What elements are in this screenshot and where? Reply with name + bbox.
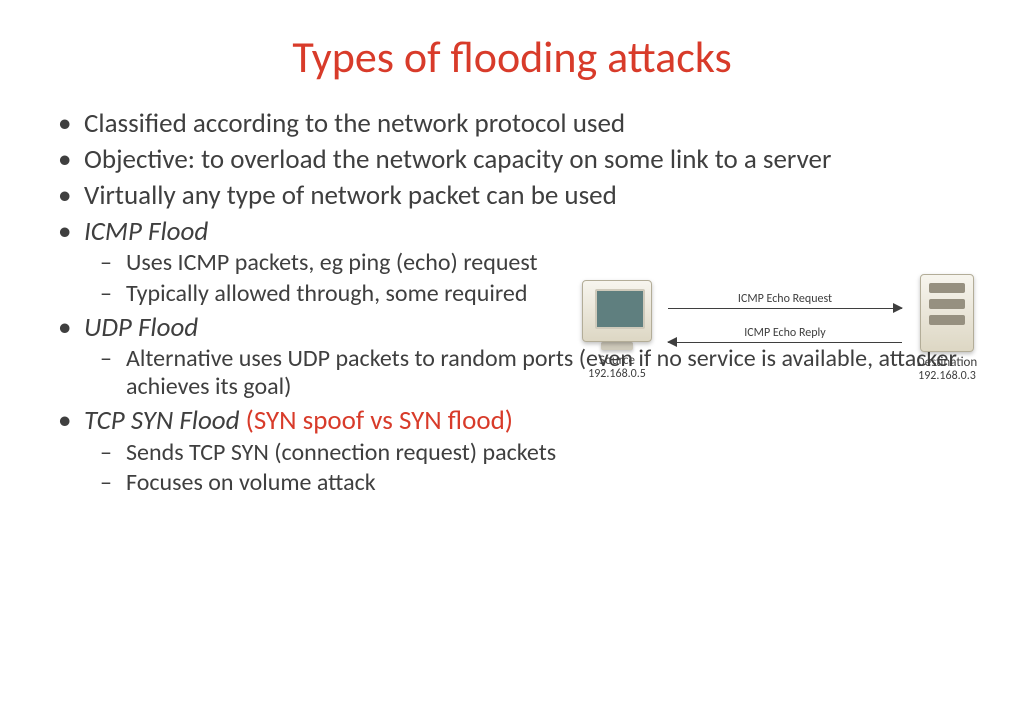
bullet-text: Objective: to overload the network capac… (84, 143, 831, 176)
bullet-text-main: TCP SYN Flood (84, 404, 240, 437)
sub-item: Focuses on volume attack (84, 469, 974, 497)
bullet-text: UDP Flood (84, 311, 198, 344)
arrow-label: ICMP Echo Reply (740, 326, 829, 340)
bullet-text: ICMP Flood (84, 215, 208, 248)
server-icon (920, 274, 974, 352)
node-ip: 192.168.0.3 (902, 370, 992, 383)
computer-stand (601, 342, 633, 350)
node-label: Destination (902, 356, 992, 370)
sub-text: Typically allowed through, some required (126, 279, 527, 308)
computer-icon (582, 280, 652, 342)
bullet-item: Virtually any type of network packet can… (50, 180, 974, 212)
sub-text: Uses ICMP packets, eg ping (echo) reques… (126, 248, 538, 277)
arrow-label: ICMP Echo Request (734, 292, 836, 306)
slide: Types of flooding attacks Classified acc… (0, 0, 1024, 531)
arrow-group: ICMP Echo Request ICMP Echo Reply (668, 294, 902, 356)
arrow-reply: ICMP Echo Reply (668, 328, 902, 356)
bullet-text: Classified according to the network prot… (84, 107, 625, 140)
sub-list: Sends TCP SYN (connection request) packe… (84, 439, 974, 497)
sub-text: Focuses on volume attack (126, 468, 376, 497)
slide-title: Types of flooding attacks (50, 30, 974, 84)
node-label: Source (572, 354, 662, 368)
arrow-line (668, 308, 902, 309)
source-node: Source 192.168.0.5 (572, 280, 662, 381)
bullet-text: Virtually any type of network packet can… (84, 179, 617, 212)
destination-node: Destination 192.168.0.3 (902, 274, 992, 383)
bullet-item: Objective: to overload the network capac… (50, 144, 974, 176)
sub-item: Sends TCP SYN (connection request) packe… (84, 439, 974, 467)
arrow-line (668, 342, 902, 343)
arrow-request: ICMP Echo Request (668, 294, 902, 322)
icmp-diagram: Source 192.168.0.5 ICMP Echo Request ICM… (572, 280, 992, 420)
node-ip: 192.168.0.5 (572, 368, 662, 381)
sub-text: Sends TCP SYN (connection request) packe… (126, 438, 556, 467)
sub-item: Uses ICMP packets, eg ping (echo) reques… (84, 249, 974, 277)
arrow-head-left-icon (667, 337, 677, 347)
bullet-item: Classified according to the network prot… (50, 108, 974, 140)
bullet-text-paren: (SYN spoof vs SYN flood) (240, 404, 513, 437)
